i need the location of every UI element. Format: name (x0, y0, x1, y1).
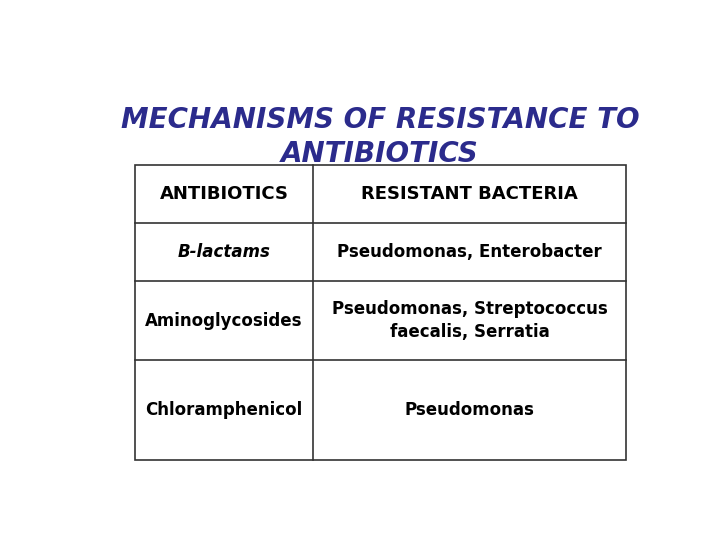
Text: RESISTANT BACTERIA: RESISTANT BACTERIA (361, 185, 578, 202)
Text: B-lactams: B-lactams (178, 243, 270, 261)
Text: Pseudomonas, Enterobacter: Pseudomonas, Enterobacter (337, 243, 602, 261)
Text: Pseudomonas: Pseudomonas (405, 401, 534, 419)
Text: Pseudomonas, Streptococcus
faecalis, Serratia: Pseudomonas, Streptococcus faecalis, Ser… (332, 300, 607, 341)
Bar (135, 165, 626, 460)
Text: Aminoglycosides: Aminoglycosides (145, 312, 302, 329)
Text: MECHANISMS OF RESISTANCE TO
ANTIBIOTICS: MECHANISMS OF RESISTANCE TO ANTIBIOTICS (121, 106, 639, 168)
Text: ANTIBIOTICS: ANTIBIOTICS (159, 185, 289, 202)
Text: Chloramphenicol: Chloramphenicol (145, 401, 302, 419)
